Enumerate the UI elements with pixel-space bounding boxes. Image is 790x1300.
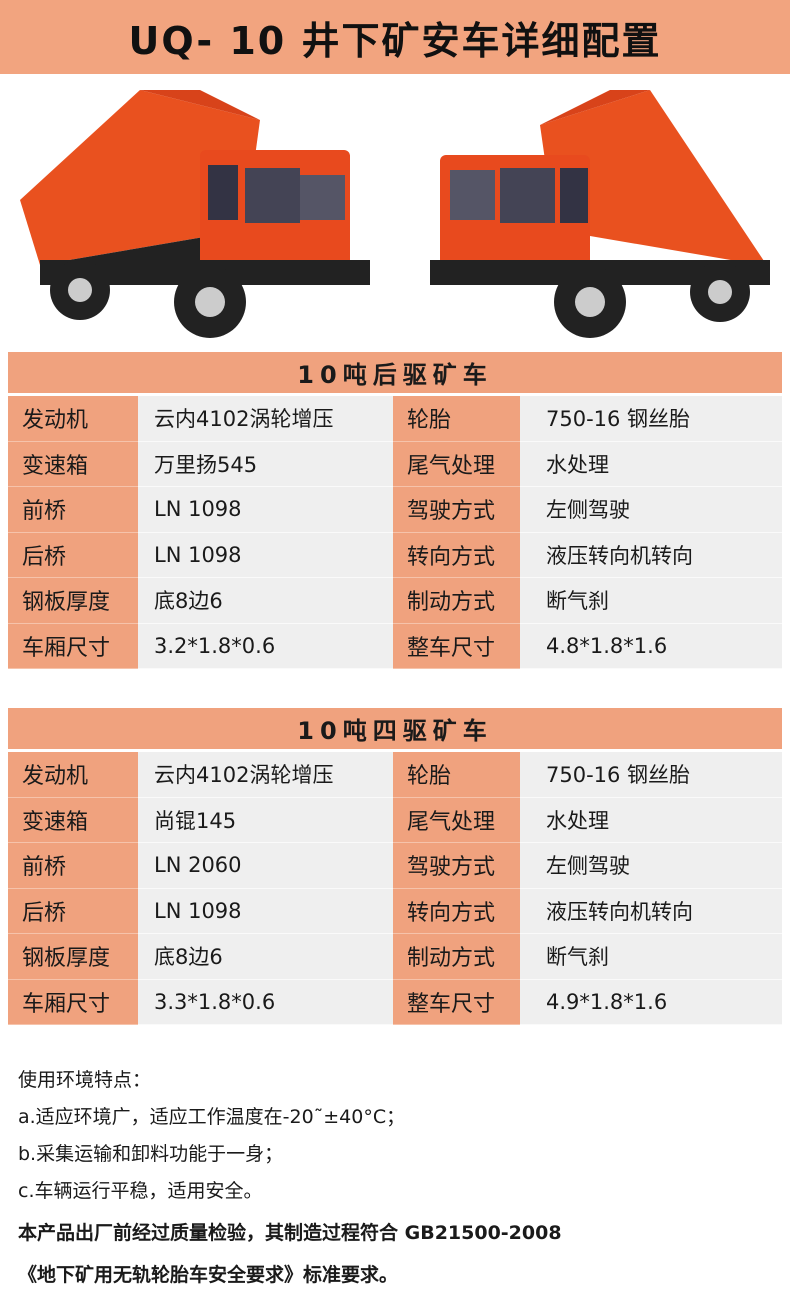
spec-value: 左侧驾驶 — [520, 487, 782, 533]
spec-value: LN 1098 — [138, 487, 393, 533]
spec-value: 750-16 钢丝胎 — [520, 752, 782, 798]
table-row: 钢板厚度 底8边6 制动方式 断气刹 — [8, 578, 782, 624]
spec-label: 钢板厚度 — [8, 934, 138, 980]
spec-label: 发动机 — [8, 396, 138, 442]
spec-table-rear-drive: 10吨后驱矿车 发动机 云内4102涡轮增压 轮胎 750-16 钢丝胎 变速箱 万里扬5… — [8, 352, 782, 669]
spec-label: 发动机 — [8, 752, 138, 798]
spec-value: 云内4102涡轮增压 — [138, 752, 393, 798]
spec-value: 4.8*1.8*1.6 — [520, 623, 782, 669]
table-row: 前桥 LN 2060 驾驶方式 左侧驾驶 — [8, 843, 782, 889]
spec-value: 断气刹 — [520, 578, 782, 624]
spec-value: 尚锟145 — [138, 797, 393, 843]
spec-label: 制动方式 — [393, 578, 520, 624]
usage-notes: 使用环境特点： a.适应环境广，适应工作温度在-20˜±40°C； b.采集运输… — [18, 1062, 562, 1294]
spec-value: 4.9*1.8*1.6 — [520, 979, 782, 1025]
table-row: 变速箱 万里扬545 尾气处理 水处理 — [8, 441, 782, 487]
spec-value: 液压转向机转向 — [520, 532, 782, 578]
spec-value: 云内4102涡轮增压 — [138, 396, 393, 442]
spec-label: 整车尺寸 — [393, 979, 520, 1025]
table-heading: 10吨后驱矿车 — [8, 352, 782, 396]
spec-label: 变速箱 — [8, 441, 138, 487]
table-row: 发动机 云内4102涡轮增压 轮胎 750-16 钢丝胎 — [8, 396, 782, 442]
spec-value: 750-16 钢丝胎 — [520, 396, 782, 442]
spec-label: 车厢尺寸 — [8, 979, 138, 1025]
spec-label: 车厢尺寸 — [8, 623, 138, 669]
spec-label: 转向方式 — [393, 888, 520, 934]
spec-value: LN 1098 — [138, 532, 393, 578]
note-item: b.采集运输和卸料功能于一身； — [18, 1143, 284, 1165]
spec-label: 尾气处理 — [393, 797, 520, 843]
spec-table-four-wheel-drive: 10吨四驱矿车 发动机 云内4102涡轮增压 轮胎 750-16 钢丝胎 变速箱 尚锟14… — [8, 708, 782, 1025]
spec-label: 前桥 — [8, 487, 138, 533]
spec-label: 制动方式 — [393, 934, 520, 980]
spec-value: 左侧驾驶 — [520, 843, 782, 889]
spec-label: 后桥 — [8, 888, 138, 934]
spec-label: 轮胎 — [393, 396, 520, 442]
spec-label: 后桥 — [8, 532, 138, 578]
spec-label: 轮胎 — [393, 752, 520, 798]
truck-photos — [20, 90, 770, 338]
standard-statement-cont: 《地下矿用无轨轮胎车安全要求》标准要求。 — [18, 1264, 399, 1286]
truck-image-right — [430, 90, 770, 338]
spec-value: 断气刹 — [520, 934, 782, 980]
page-title: UQ- 10 井下矿安车详细配置 — [0, 0, 790, 74]
table-row: 钢板厚度 底8边6 制动方式 断气刹 — [8, 934, 782, 980]
spec-value: 水处理 — [520, 441, 782, 487]
table-row: 后桥 LN 1098 转向方式 液压转向机转向 — [8, 888, 782, 934]
spec-value: 万里扬545 — [138, 441, 393, 487]
spec-value: LN 2060 — [138, 843, 393, 889]
table-row: 车厢尺寸 3.2*1.8*0.6 整车尺寸 4.8*1.8*1.6 — [8, 623, 782, 669]
spec-value: 水处理 — [520, 797, 782, 843]
table-row: 前桥 LN 1098 驾驶方式 左侧驾驶 — [8, 487, 782, 533]
spec-label: 尾气处理 — [393, 441, 520, 487]
spec-value: LN 1098 — [138, 888, 393, 934]
standard-statement: 本产品出厂前经过质量检验，其制造过程符合 GB21500-2008 — [18, 1222, 562, 1244]
table-heading: 10吨四驱矿车 — [8, 708, 782, 752]
spec-value: 3.3*1.8*0.6 — [138, 979, 393, 1025]
table-row: 车厢尺寸 3.3*1.8*0.6 整车尺寸 4.9*1.8*1.6 — [8, 979, 782, 1025]
spec-value: 底8边6 — [138, 934, 393, 980]
table-row: 发动机 云内4102涡轮增压 轮胎 750-16 钢丝胎 — [8, 752, 782, 798]
spec-value: 底8边6 — [138, 578, 393, 624]
spec-label: 变速箱 — [8, 797, 138, 843]
truck-image-left — [20, 90, 370, 338]
table-row: 变速箱 尚锟145 尾气处理 水处理 — [8, 797, 782, 843]
spec-label: 转向方式 — [393, 532, 520, 578]
spec-label: 整车尺寸 — [393, 623, 520, 669]
spec-label: 前桥 — [8, 843, 138, 889]
notes-heading: 使用环境特点： — [18, 1069, 152, 1091]
note-item: c.车辆运行平稳，适用安全。 — [18, 1180, 263, 1202]
spec-value: 液压转向机转向 — [520, 888, 782, 934]
table-row: 后桥 LN 1098 转向方式 液压转向机转向 — [8, 532, 782, 578]
spec-label: 驾驶方式 — [393, 487, 520, 533]
note-item: a.适应环境广，适应工作温度在-20˜±40°C； — [18, 1106, 406, 1128]
spec-label: 钢板厚度 — [8, 578, 138, 624]
spec-value: 3.2*1.8*0.6 — [138, 623, 393, 669]
spec-label: 驾驶方式 — [393, 843, 520, 889]
